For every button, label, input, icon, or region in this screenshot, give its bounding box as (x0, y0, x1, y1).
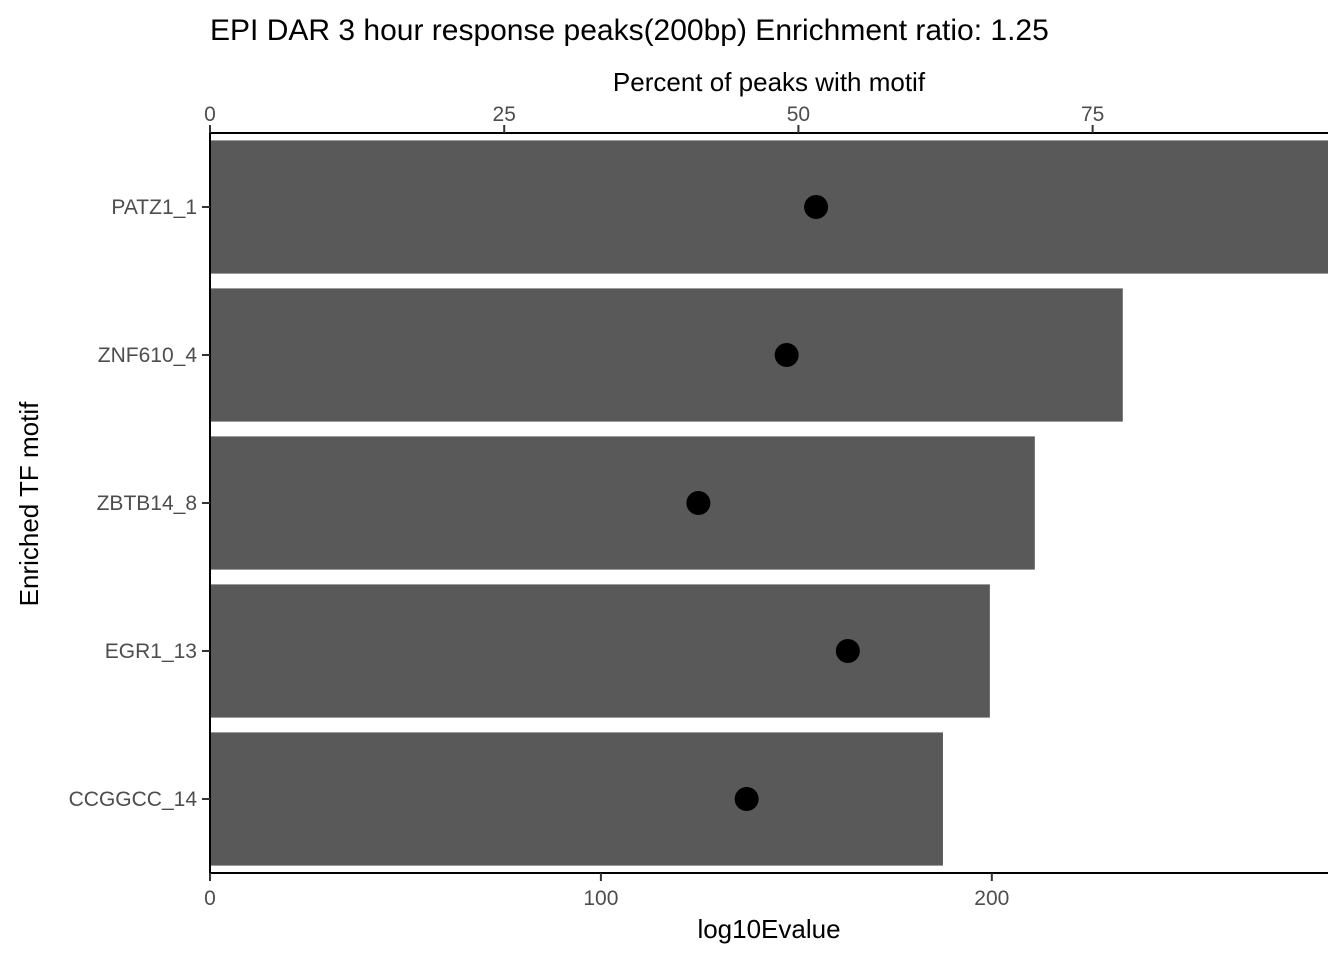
bottom-axis-ticks: 0 100 200 (204, 873, 1009, 910)
top-axis-title: Percent of peaks with motif (613, 67, 926, 97)
point-ccggcc-14 (734, 787, 759, 811)
y-axis-ticks: PATZ1_1 ZNF610_4 ZBTB14_8 EGR1_13 CCGGCC_14 (69, 196, 210, 811)
y-tick-label: CCGGCC_14 (69, 788, 198, 811)
point-zbtb14-8 (686, 491, 711, 515)
y-axis-title: Enriched TF motif (14, 401, 44, 606)
bottom-tick-label: 200 (974, 887, 1009, 910)
bar-egr1-13 (210, 584, 990, 718)
bottom-tick-label: 0 (204, 887, 216, 910)
point-egr1-13 (835, 639, 860, 663)
y-tick-label: ZBTB14_8 (97, 492, 197, 515)
top-axis-ticks: 0 25 50 75 (204, 103, 1104, 133)
y-tick-label: EGR1_13 (105, 640, 197, 663)
bar-patz1-1 (210, 140, 1328, 274)
point-znf610-4 (774, 343, 799, 367)
bar-ccggcc-14 (210, 732, 943, 866)
point-patz1-1 (804, 195, 829, 219)
top-tick-label: 50 (787, 103, 810, 126)
bar-znf610-4 (210, 288, 1123, 422)
top-tick-label: 0 (204, 103, 216, 126)
point-layer (686, 195, 860, 811)
bottom-tick-label: 100 (583, 887, 618, 910)
y-tick-label: ZNF610_4 (98, 344, 198, 367)
bar-layer (210, 140, 1328, 866)
bottom-axis-title: log10Evalue (697, 914, 840, 944)
y-tick-label: PATZ1_1 (111, 196, 197, 219)
bar-zbtb14-8 (210, 436, 1035, 570)
top-tick-label: 75 (1081, 103, 1104, 126)
top-tick-label: 25 (493, 103, 516, 126)
chart-title: EPI DAR 3 hour response peaks(200bp) Enr… (210, 14, 1049, 47)
